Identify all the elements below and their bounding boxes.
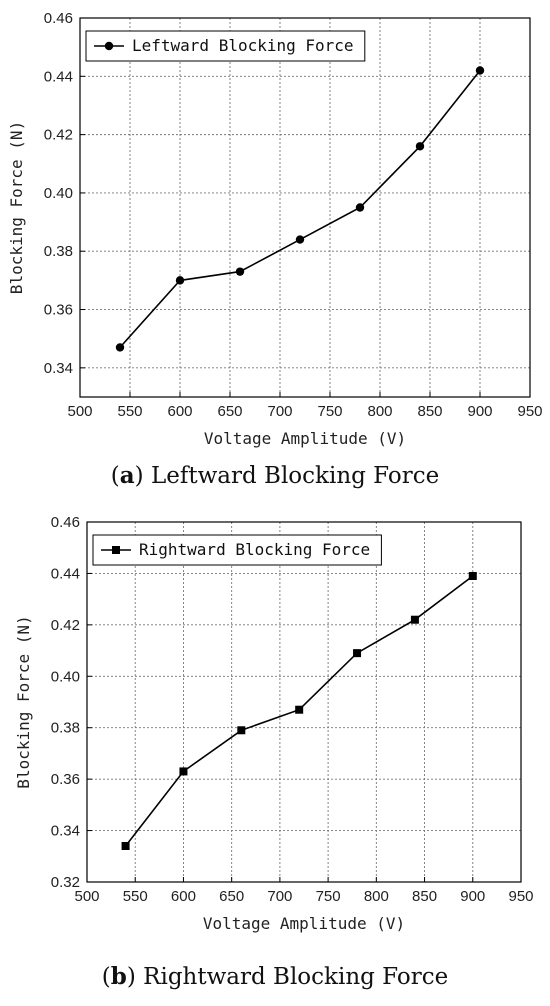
data-point (355, 203, 365, 212)
data-point (475, 66, 485, 75)
y-tick-label: 0.36 (51, 771, 80, 788)
y-tick-label: 0.46 (51, 514, 80, 531)
data-point (237, 726, 246, 735)
x-tick-label: 650 (217, 403, 242, 420)
data-point (121, 842, 130, 850)
y-tick-label: 0.38 (44, 243, 73, 260)
x-tick-label: 900 (460, 888, 485, 905)
x-tick-label: 850 (412, 888, 437, 905)
x-tick-label: 750 (317, 403, 342, 420)
data-point (295, 235, 305, 244)
x-tick-label: 800 (367, 403, 392, 420)
y-tick-label: 0.42 (44, 127, 73, 144)
data-point (468, 572, 477, 580)
y-tick-label: 0.46 (44, 10, 73, 27)
chart-b: 500 550 600 650 700 750 800 850 900 950 0.32 0.34 0.… (14, 514, 534, 933)
x-tick-label: 550 (117, 403, 142, 420)
legend-marker (104, 41, 114, 51)
legend-label: Rightward Blocking Force (139, 540, 370, 559)
data-point (175, 276, 185, 285)
data-point (415, 142, 425, 151)
x-tick-label: 650 (219, 888, 244, 905)
y-tick-label: 0.36 (44, 302, 73, 319)
legend-marker (112, 546, 120, 554)
x-axis-label: Voltage Amplitude (V) (203, 914, 405, 933)
x-tick-label: 800 (364, 888, 389, 905)
y-tick-label: 0.44 (44, 68, 73, 85)
caption-b-letter: b (110, 963, 127, 990)
y-tick-label: 0.40 (44, 185, 73, 202)
x-tick-label: 750 (316, 888, 341, 905)
y-axis-label: Blocking Force (N) (14, 615, 33, 788)
series-line (119, 70, 481, 348)
x-tick-label: 500 (67, 403, 92, 420)
x-axis-label: Voltage Amplitude (V) (204, 429, 406, 448)
y-tick-label: 0.34 (51, 823, 80, 840)
caption-b: (b) Rightward Blocking Force (101, 963, 449, 990)
data-point (115, 343, 125, 352)
y-tick-label: 0.44 (51, 565, 80, 582)
plot-frame (79, 17, 531, 398)
plot-frame (86, 521, 522, 883)
x-tick-label: 550 (123, 888, 148, 905)
legend-label: Leftward Blocking Force (132, 36, 354, 55)
x-tick-label: 500 (74, 888, 99, 905)
caption-a-letter: a (119, 462, 135, 489)
legend-box (92, 534, 382, 566)
caption-a-text: Leftward Blocking Force (150, 463, 440, 489)
chart-a: 500 550 600 650 700 750 800 850 900 950 0.34 0.36 0.… (7, 10, 543, 448)
x-tick-label: 700 (267, 888, 292, 905)
y-tick-label: 0.42 (51, 617, 80, 634)
y-tick-label: 0.32 (51, 874, 80, 891)
x-tick-label: 850 (417, 403, 442, 420)
y-tick-label: 0.38 (51, 720, 80, 737)
data-point (235, 267, 245, 276)
data-point (410, 615, 419, 624)
data-point (179, 767, 188, 776)
data-point (353, 649, 362, 658)
x-tick-label: 600 (167, 403, 192, 420)
y-tick-label: 0.40 (51, 668, 80, 685)
legend-box (85, 30, 366, 62)
x-tick-label: 900 (467, 403, 492, 420)
y-tick-label: 0.34 (44, 360, 73, 377)
x-tick-label: 600 (171, 888, 196, 905)
x-tick-label: 700 (267, 403, 292, 420)
data-point (295, 705, 304, 714)
x-tick-label: 950 (517, 403, 542, 420)
caption-a: (a) Leftward Blocking Force (110, 462, 440, 489)
x-tick-label: 950 (508, 888, 533, 905)
caption-b-text: Rightward Blocking Force (143, 964, 449, 990)
y-axis-label: Blocking Force (N) (7, 121, 26, 294)
